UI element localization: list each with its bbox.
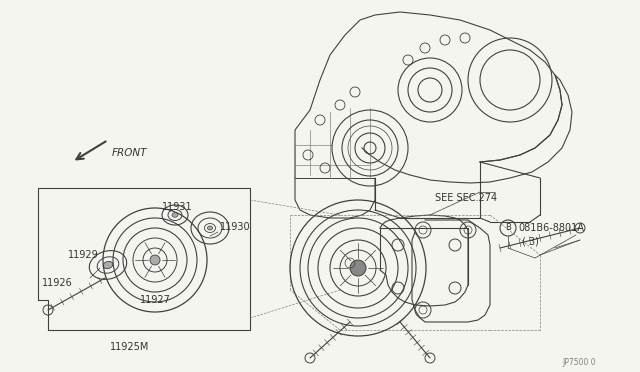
Ellipse shape	[172, 213, 178, 217]
Text: FRONT: FRONT	[112, 148, 147, 158]
Text: JP7500 0: JP7500 0	[562, 358, 596, 367]
Circle shape	[350, 260, 366, 276]
Text: 11926: 11926	[42, 278, 73, 288]
Text: 11929: 11929	[68, 250, 99, 260]
Ellipse shape	[207, 226, 212, 230]
Circle shape	[150, 255, 160, 265]
Text: SEE SEC.274: SEE SEC.274	[435, 193, 497, 203]
Text: 11930: 11930	[220, 222, 251, 232]
Text: 081B6-8801A: 081B6-8801A	[518, 223, 584, 233]
Text: ( 3): ( 3)	[522, 237, 539, 247]
Text: 11927: 11927	[140, 295, 170, 305]
Text: B: B	[505, 224, 511, 232]
Text: 11925M: 11925M	[110, 342, 150, 352]
Text: 11931: 11931	[162, 202, 193, 212]
Ellipse shape	[103, 262, 113, 269]
